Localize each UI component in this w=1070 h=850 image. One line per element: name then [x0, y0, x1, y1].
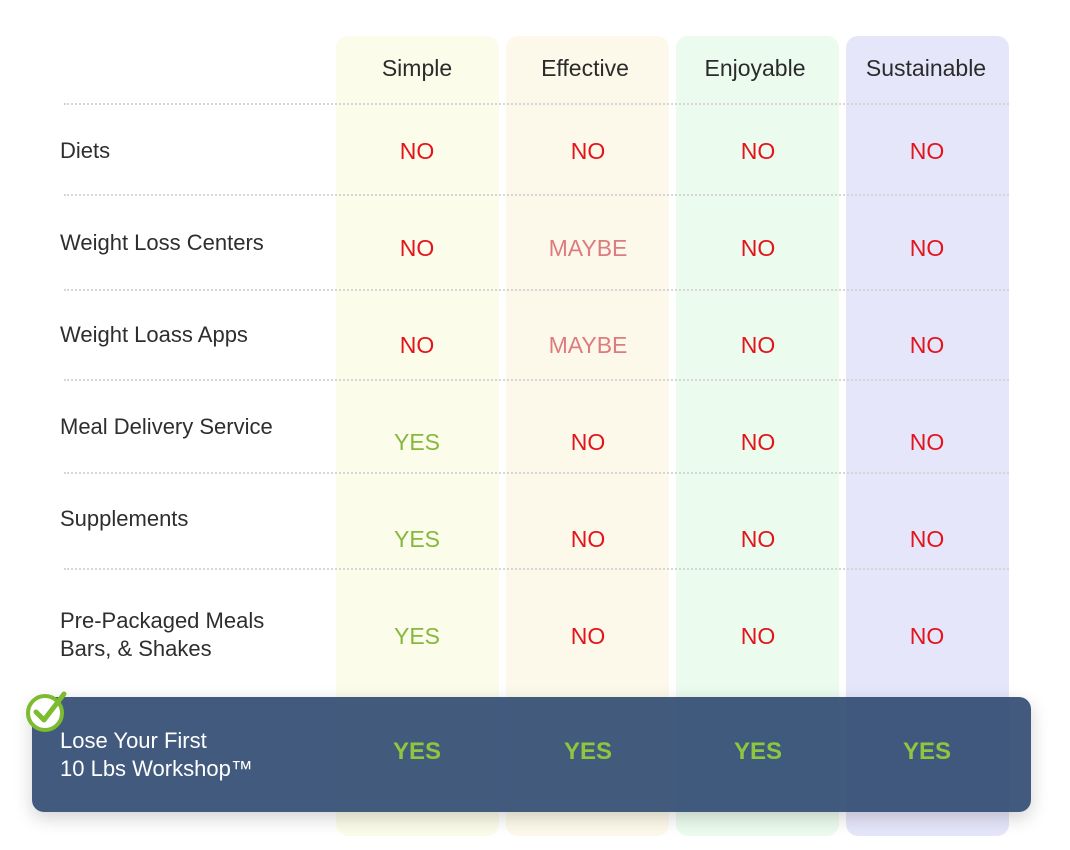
table-cell: NO	[570, 429, 606, 455]
table-cell: MAYBE	[548, 332, 628, 358]
table-cell: NO	[399, 138, 435, 164]
table-cell: MAYBE	[548, 235, 628, 261]
table-cell: NO	[570, 623, 606, 649]
row-label-line: Weight Loass Apps	[60, 322, 248, 347]
row-divider	[64, 194, 1009, 196]
table-cell: NO	[399, 235, 435, 261]
row-divider	[64, 379, 1009, 381]
highlight-cell: YES	[733, 738, 783, 765]
row-divider	[64, 568, 1009, 570]
table-cell: NO	[909, 526, 945, 552]
highlight-cell: YES	[392, 738, 442, 765]
table-cell: YES	[393, 429, 441, 455]
column-header-effective: Effective	[541, 55, 629, 81]
table-cell: NO	[570, 138, 606, 164]
row-label-pre-packaged-meals: Pre-Packaged Meals Bars, & Shakes	[60, 607, 264, 663]
row-label-line: Bars, & Shakes	[60, 636, 212, 661]
table-cell: NO	[909, 429, 945, 455]
highlight-cell: YES	[563, 738, 613, 765]
table-cell: NO	[740, 623, 776, 649]
row-label-line: Pre-Packaged Meals	[60, 608, 265, 633]
table-cell: NO	[740, 235, 776, 261]
column-header-sustainable: Sustainable	[865, 55, 987, 81]
table-cell: NO	[909, 623, 945, 649]
column-header-simple: Simple	[381, 55, 453, 81]
table-cell: NO	[740, 138, 776, 164]
row-divider	[64, 289, 1009, 291]
row-label-weight-loass-apps: Weight Loass Apps	[60, 321, 248, 349]
row-label-diets: Diets	[60, 137, 110, 165]
row-divider	[64, 472, 1009, 474]
highlight-label-line: Lose Your First	[60, 728, 207, 753]
table-cell: NO	[570, 526, 606, 552]
row-label-line: Supplements	[60, 506, 189, 531]
table-cell: YES	[393, 526, 441, 552]
column-header-enjoyable: Enjoyable	[704, 55, 806, 81]
table-cell: NO	[399, 332, 435, 358]
checkmark-circle-icon	[26, 691, 67, 732]
highlight-row-label: Lose Your First 10 Lbs Workshop™	[60, 727, 253, 783]
row-divider	[64, 103, 1009, 105]
row-label-supplements: Supplements	[60, 505, 188, 533]
highlight-row	[32, 697, 1031, 812]
table-cell: NO	[909, 332, 945, 358]
row-label-meal-delivery-service: Meal Delivery Service	[60, 413, 273, 441]
row-label-line: Meal Delivery Service	[60, 414, 273, 439]
table-cell: NO	[740, 332, 776, 358]
row-label-weight-loss-centers: Weight Loss Centers	[60, 229, 264, 257]
row-label-line: Weight Loss Centers	[60, 230, 264, 255]
table-cell: NO	[740, 526, 776, 552]
table-cell: YES	[393, 623, 441, 649]
highlight-label-line: 10 Lbs Workshop™	[60, 756, 253, 781]
table-cell: NO	[740, 429, 776, 455]
row-label-line: Diets	[60, 138, 111, 163]
highlight-cell: YES	[902, 738, 952, 765]
table-cell: NO	[909, 235, 945, 261]
table-cell: NO	[909, 138, 945, 164]
